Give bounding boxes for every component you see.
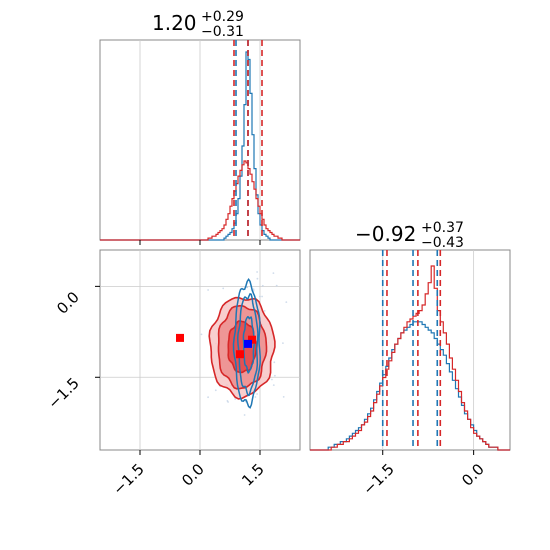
y-tick-labels: 0.0 −1.5 <box>44 288 82 412</box>
scatter-point <box>243 414 246 416</box>
histogram-series <box>310 265 510 451</box>
panel-bottom-right-histogram: −0.92 +0.37 −0.43 −1.5 0.0 <box>309 220 511 499</box>
marker-square <box>176 333 184 342</box>
grid <box>139 40 261 240</box>
histogram-step-line <box>100 160 300 241</box>
scatter-point <box>263 310 266 312</box>
tick-marks <box>95 285 261 455</box>
title-upper-error: +0.29 <box>201 9 244 25</box>
title-lower-error: −0.31 <box>201 24 244 40</box>
quantile-lines <box>381 250 442 450</box>
x-tick-label: −1.5 <box>359 460 397 498</box>
x-tick-label: −1.5 <box>109 460 147 498</box>
scatter-point <box>207 396 210 399</box>
scatter-point <box>273 361 276 364</box>
scatter-point <box>282 342 284 344</box>
scatter-point <box>285 301 288 303</box>
scatter-point <box>261 284 264 287</box>
tick-marks <box>139 240 261 245</box>
title-value: −0.92 <box>355 222 416 246</box>
panel-bottom-left-contour: −1.5 0.0 1.5 0.0 −1.5 <box>44 249 301 499</box>
tick-marks <box>382 450 475 455</box>
x-tick-labels: −1.5 0.0 <box>359 460 487 498</box>
blue-contour <box>242 315 255 375</box>
scatter-point <box>272 272 275 274</box>
title-lower-error: −0.43 <box>421 235 464 251</box>
x-tick-label: 0.0 <box>178 460 208 490</box>
quantile-lines <box>233 40 263 240</box>
scatter-point <box>271 378 273 381</box>
scatter-point <box>207 289 210 291</box>
scatter-point <box>234 398 237 400</box>
marker-square <box>244 339 252 348</box>
y-tick-label: −1.5 <box>44 374 82 412</box>
scatter-point <box>274 374 276 377</box>
x-tick-labels: −1.5 0.0 1.5 <box>109 460 267 498</box>
scatter-point <box>275 284 278 287</box>
scatter-point <box>252 288 255 291</box>
blue-contours <box>232 277 261 409</box>
scatter-point <box>256 393 258 395</box>
scatter-point <box>256 277 259 280</box>
y-tick-label: 0.0 <box>53 288 83 318</box>
title-upper-error: +0.37 <box>421 220 464 236</box>
scatter-point <box>222 287 225 290</box>
blue-contour <box>236 292 259 397</box>
x-tick-label: 0.0 <box>458 460 488 490</box>
scatter-point <box>272 384 275 386</box>
scatter-point <box>259 295 261 298</box>
panel-frame <box>309 249 511 451</box>
panel-top-left-histogram: 1.20 +0.29 −0.31 <box>99 9 301 245</box>
x-tick-label: 1.5 <box>238 460 268 490</box>
histogram-step-line <box>310 265 510 451</box>
marker-square <box>236 350 244 359</box>
scatter-point <box>282 396 285 398</box>
scatter-point <box>256 271 258 273</box>
scatter-point <box>261 295 263 298</box>
scatter-point <box>200 333 203 336</box>
grid <box>382 250 475 450</box>
scatter-point <box>246 286 248 289</box>
blue-contour <box>232 277 261 409</box>
scatter-point <box>227 401 230 403</box>
title-value: 1.20 <box>152 11 197 35</box>
truth-markers <box>176 333 256 359</box>
scatter-point <box>214 389 217 392</box>
scatter-point <box>254 396 257 398</box>
marker-square <box>248 335 256 344</box>
histogram-step-line <box>310 321 510 451</box>
